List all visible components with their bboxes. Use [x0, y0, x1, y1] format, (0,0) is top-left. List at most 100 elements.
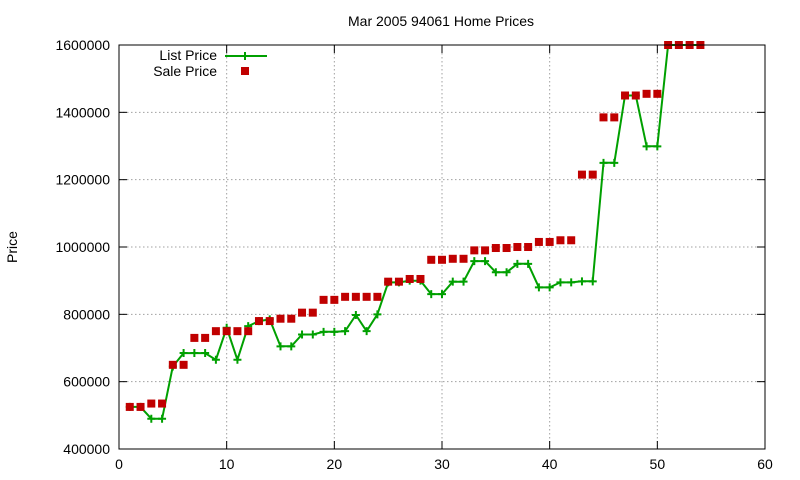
sale-price-point [276, 314, 285, 323]
list-price-point [330, 327, 339, 336]
x-tick-label: 60 [757, 456, 773, 472]
y-tick-label: 1400000 [55, 104, 110, 120]
sale-price-point [534, 237, 543, 246]
sale-price-point [136, 402, 145, 411]
sale-price-point [416, 274, 425, 283]
sale-price-point [524, 243, 533, 251]
sale-price-point [599, 113, 608, 122]
gridlines [119, 45, 765, 449]
list-price-point [147, 414, 156, 423]
sale-price-point [502, 244, 511, 253]
sale-price-point [405, 274, 414, 283]
list-price-point [341, 327, 350, 336]
legend: List Price Sale Price [153, 47, 267, 79]
list-price-point [276, 342, 285, 351]
sale-price-point [168, 360, 177, 369]
axis-ticks: 0 10 20 30 40 50 60 400000 600000 800000 1000000 12… [55, 37, 773, 472]
list-price-point [298, 330, 307, 339]
sale-price-point [351, 292, 360, 301]
y-tick-label: 1000000 [55, 239, 110, 255]
list-price-point [190, 349, 199, 358]
sale-price-point [158, 399, 167, 408]
sale-price-point [470, 246, 479, 255]
sale-price-point [211, 327, 220, 336]
x-tick-label: 50 [650, 456, 666, 472]
list-price-point [233, 355, 242, 364]
sale-price-point [308, 308, 317, 317]
chart-title: Mar 2005 94061 Home Prices [348, 13, 534, 29]
list-price-point [427, 290, 436, 299]
sale-price-point [190, 333, 199, 342]
legend-marker-sale-price [241, 67, 249, 75]
x-tick-label: 10 [219, 456, 235, 472]
sale-price-point [244, 327, 253, 336]
list-price-point [211, 355, 220, 364]
y-tick-label: 1600000 [55, 37, 110, 53]
y-tick-label: 800000 [63, 306, 110, 322]
sale-price-point [427, 255, 436, 264]
x-tick-label: 40 [542, 456, 558, 472]
sale-price-point [577, 170, 586, 179]
plot-marks [125, 41, 705, 423]
list-price-point [491, 268, 500, 277]
list-price-point [287, 342, 296, 351]
sale-price-point [610, 113, 619, 122]
list-price-point [556, 278, 565, 287]
list-price-point [567, 278, 576, 287]
legend-marker-list-price [241, 52, 249, 60]
list-price-point [642, 142, 651, 151]
sale-price-point [481, 246, 490, 255]
list-price-point [534, 283, 543, 292]
sale-price-point [459, 254, 468, 263]
y-tick-label: 400000 [63, 441, 110, 457]
sale-price-point [653, 89, 662, 98]
sale-price-point [125, 402, 134, 411]
sale-price-point [201, 333, 210, 342]
list-price-point [653, 142, 662, 151]
list-price-point [610, 158, 619, 167]
sale-price-point [179, 360, 188, 369]
y-tick-label: 600000 [63, 374, 110, 390]
list-price-point [545, 283, 554, 292]
list-price-point [373, 310, 382, 319]
list-price-point [179, 349, 188, 358]
list-price-point [438, 290, 446, 299]
legend-label-list-price: List Price [159, 47, 217, 63]
sale-price-point [384, 277, 393, 286]
list-price-point [459, 277, 468, 286]
sale-price-point [621, 91, 630, 100]
sale-price-point [222, 327, 231, 336]
x-tick-label: 30 [434, 456, 450, 472]
sale-price-point [265, 317, 274, 326]
list-price-point [448, 277, 457, 286]
legend-label-sale-price: Sale Price [153, 63, 217, 79]
sale-price-point [545, 237, 554, 246]
sale-price-point [448, 254, 457, 263]
sale-price-point [642, 89, 651, 98]
list-price-point [577, 277, 586, 286]
list-price-point [158, 414, 167, 423]
list-price-point [524, 259, 533, 268]
x-tick-label: 20 [327, 456, 343, 472]
list-price-point [351, 311, 360, 320]
sale-price-point [233, 327, 242, 336]
sale-price-point [438, 255, 446, 264]
sale-price-point [330, 295, 339, 304]
list-price-point [481, 257, 490, 266]
sale-price-point [556, 236, 565, 245]
list-price-point [588, 277, 597, 286]
y-tick-label: 1200000 [55, 172, 110, 188]
list-price-point [201, 349, 210, 358]
list-price-point [308, 330, 317, 339]
x-tick-label: 0 [115, 456, 123, 472]
list-price-point [502, 268, 511, 277]
list-price-point [319, 327, 328, 336]
list-price-point [513, 259, 522, 268]
sale-price-point [491, 244, 500, 253]
sale-price-point [298, 308, 307, 317]
sale-price-point [631, 91, 640, 100]
list-price-point [470, 257, 479, 266]
sale-price-point [567, 236, 576, 245]
y-axis-label: Price [4, 231, 20, 263]
